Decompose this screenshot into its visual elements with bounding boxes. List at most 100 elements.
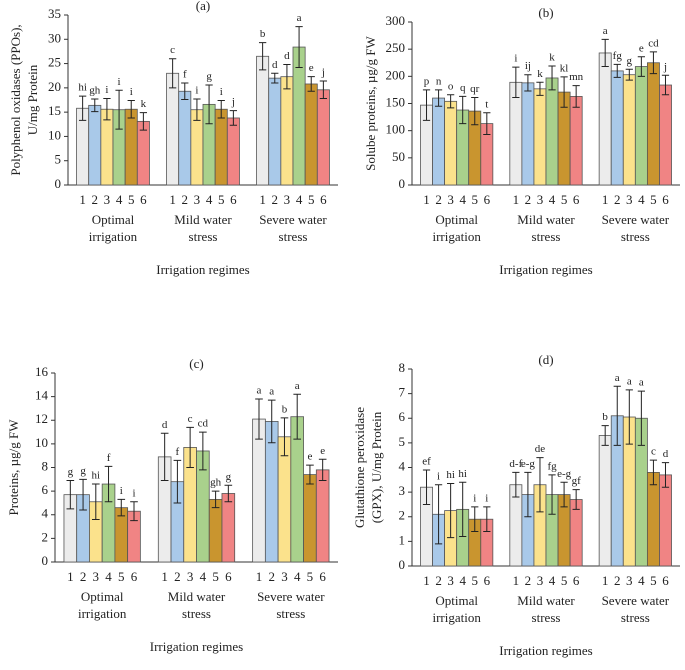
y-tick-label: 25 xyxy=(48,55,61,70)
error-bar xyxy=(306,464,314,485)
error-bar xyxy=(422,89,431,121)
y-tick-label: 5 xyxy=(55,152,62,167)
error-bar xyxy=(601,38,609,68)
significance-letter: i xyxy=(220,86,223,98)
bar-number: 4 xyxy=(638,573,645,588)
error-bar xyxy=(524,74,532,92)
bar xyxy=(533,88,547,186)
error-bar xyxy=(459,481,467,537)
error-bar xyxy=(637,390,645,446)
error-bar xyxy=(548,65,556,91)
y-tick-label: 250 xyxy=(386,40,406,55)
bar-number: 2 xyxy=(182,192,189,207)
category-label: Optimal irrigation xyxy=(432,212,481,244)
bar xyxy=(88,104,102,186)
bar-number: 2 xyxy=(272,192,279,207)
error-bar xyxy=(601,425,609,446)
y-tick-label: 6 xyxy=(42,482,49,497)
error-bar xyxy=(548,474,556,515)
y-tick-label: 0 xyxy=(42,553,49,568)
y-axis-label: U/mg Protein xyxy=(25,64,40,135)
error-bar xyxy=(217,99,225,119)
error-bar xyxy=(625,68,633,81)
bar-number: 5 xyxy=(650,573,657,588)
significance-letter: j xyxy=(321,67,325,79)
bar-number: 2 xyxy=(614,573,621,588)
error-bar xyxy=(255,398,263,440)
bar-number: 5 xyxy=(212,569,219,584)
bar xyxy=(221,493,236,563)
significance-letter: i xyxy=(118,76,121,88)
bar xyxy=(100,108,114,186)
category-label: Optimal irrigation xyxy=(78,589,127,621)
significance-letter: fg xyxy=(613,50,623,62)
bar-number: 3 xyxy=(626,192,633,207)
bar xyxy=(444,100,458,186)
category-label: Mild water stress xyxy=(517,593,575,625)
error-bar xyxy=(115,89,123,130)
bar-number: 1 xyxy=(161,569,168,584)
bar xyxy=(315,469,330,563)
bar-number: 2 xyxy=(614,192,621,207)
significance-letter: b xyxy=(260,28,266,40)
bar-number: 4 xyxy=(105,569,112,584)
y-tick-label: 100 xyxy=(386,122,406,137)
error-bar xyxy=(79,478,87,511)
significance-letter: f xyxy=(176,446,180,458)
bar xyxy=(316,89,330,186)
bar xyxy=(304,83,318,186)
significance-letter: a xyxy=(269,386,274,398)
error-bar xyxy=(66,479,75,510)
significance-letter: kl xyxy=(560,62,569,74)
bar-number: 1 xyxy=(79,192,86,207)
significance-letter: d xyxy=(272,59,278,71)
y-tick-label: 15 xyxy=(48,103,61,118)
error-bar xyxy=(205,84,213,125)
error-bar xyxy=(117,498,126,517)
y-tick-label: 2 xyxy=(42,529,49,544)
bar-number: 3 xyxy=(626,573,633,588)
bar-number: 5 xyxy=(472,573,479,588)
significance-letter: e xyxy=(307,451,312,463)
bar-number: 2 xyxy=(92,192,99,207)
significance-letter: i xyxy=(437,470,440,482)
error-bar xyxy=(319,80,328,100)
error-bar xyxy=(625,389,633,445)
error-bar xyxy=(649,459,658,486)
error-bar xyxy=(637,56,645,77)
significance-letter: g xyxy=(206,70,212,82)
error-bar xyxy=(572,85,580,108)
error-bar xyxy=(130,501,138,522)
bar xyxy=(646,472,660,567)
bar-number: 1 xyxy=(169,192,176,207)
significance-letter: a xyxy=(627,375,632,387)
significance-letter: gh xyxy=(89,85,101,97)
significance-letter: j xyxy=(663,61,667,73)
bar xyxy=(268,77,282,186)
bar-number: 6 xyxy=(573,573,580,588)
panel-label: (b) xyxy=(538,5,553,20)
error-bar xyxy=(318,458,327,481)
bar-number: 4 xyxy=(200,569,207,584)
bar-number: 3 xyxy=(284,192,291,207)
error-bar xyxy=(160,432,169,481)
error-bar xyxy=(271,72,279,84)
error-bar xyxy=(512,66,520,99)
significance-letter: i xyxy=(485,492,488,504)
significance-letter: a xyxy=(639,377,644,389)
category-label: Severe water stress xyxy=(602,212,670,244)
significance-letter: c xyxy=(170,44,175,56)
error-bar xyxy=(173,459,182,504)
error-bar xyxy=(104,465,113,503)
error-bar xyxy=(91,98,99,113)
y-tick-label: 8 xyxy=(399,360,406,375)
bar-number: 5 xyxy=(218,192,225,207)
significance-letter: e-g xyxy=(557,468,572,480)
y-tick-label: 2 xyxy=(399,508,406,523)
y-tick-label: 50 xyxy=(392,149,405,164)
significance-letter: e xyxy=(639,42,644,54)
bar-number: 3 xyxy=(104,192,111,207)
significance-letter: c xyxy=(188,413,193,425)
y-tick-label: 12 xyxy=(35,411,48,426)
bar xyxy=(598,435,612,567)
